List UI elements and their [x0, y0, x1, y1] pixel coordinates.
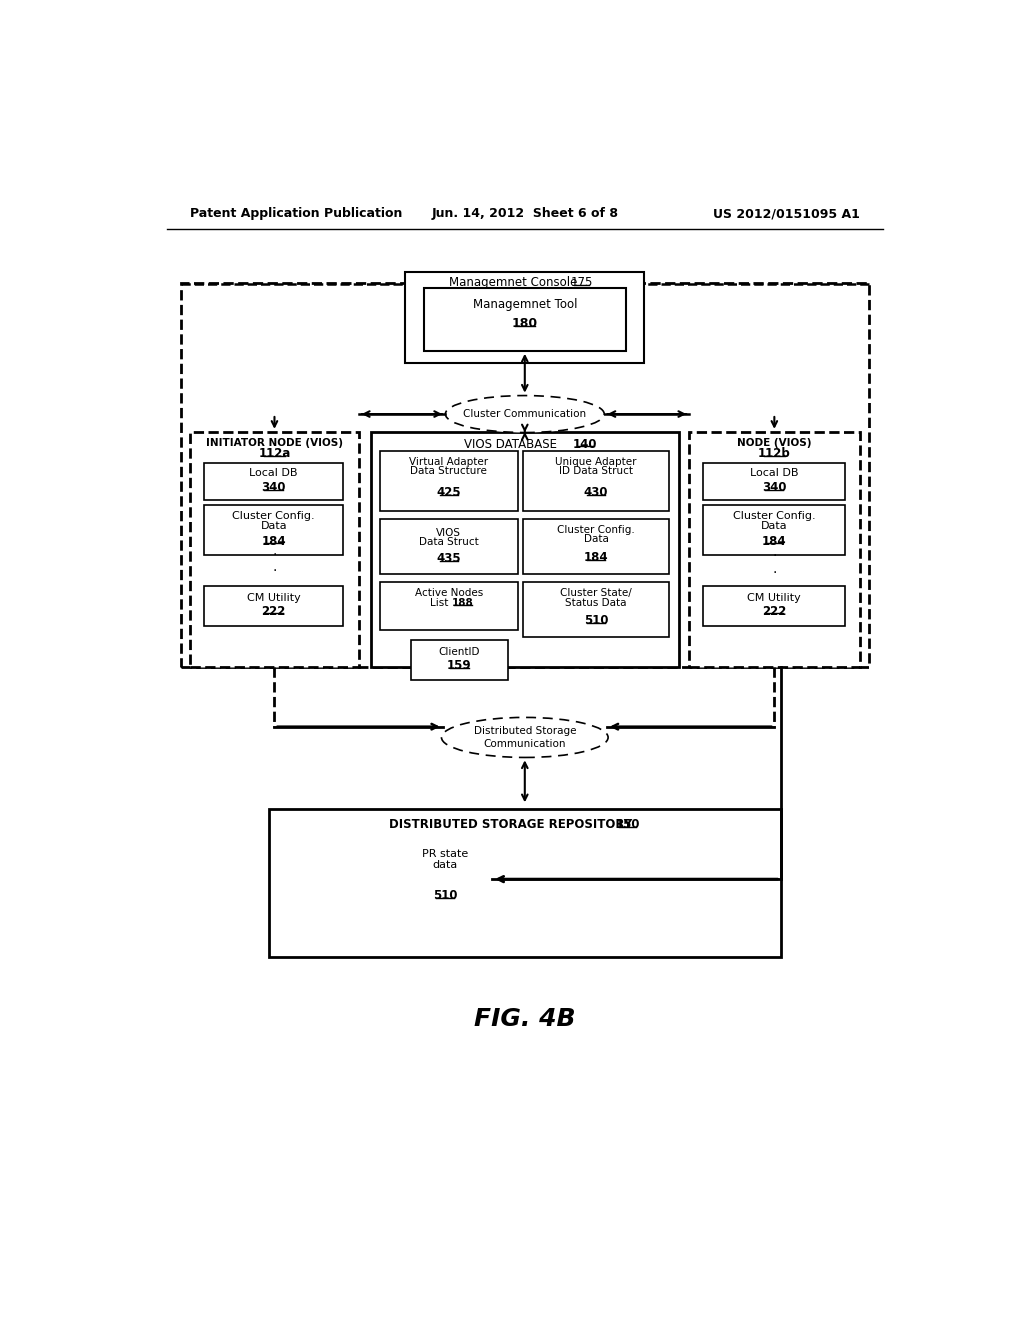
Text: 184: 184: [261, 535, 286, 548]
Text: 140: 140: [573, 437, 597, 450]
Bar: [523, 519, 669, 574]
Text: VIOS DATABASE: VIOS DATABASE: [464, 437, 557, 450]
Bar: [397, 838, 493, 921]
Text: Data Struct: Data Struct: [419, 537, 479, 546]
Text: 112b: 112b: [758, 446, 791, 459]
Text: List: List: [430, 598, 449, 607]
Text: Unique Adapter: Unique Adapter: [555, 457, 637, 467]
Text: 188: 188: [452, 598, 474, 607]
Bar: [703, 462, 845, 499]
Text: Cluster State/: Cluster State/: [560, 589, 632, 598]
Text: Cluster Communication: Cluster Communication: [463, 409, 587, 418]
Text: 159: 159: [447, 659, 472, 672]
Text: VIOS: VIOS: [436, 528, 462, 537]
Bar: [204, 506, 343, 554]
Text: Data: Data: [761, 520, 787, 531]
Bar: [380, 582, 518, 630]
Text: CM Utility: CM Utility: [748, 593, 801, 603]
Text: 184: 184: [584, 550, 608, 564]
Text: Local DB: Local DB: [750, 469, 799, 478]
Bar: [371, 432, 679, 667]
Text: Active Nodes: Active Nodes: [415, 589, 483, 598]
Bar: [180, 284, 869, 667]
Bar: [406, 272, 644, 363]
Text: data: data: [432, 861, 458, 870]
Text: 435: 435: [436, 552, 461, 565]
Ellipse shape: [445, 396, 604, 433]
Text: Managemnet Tool: Managemnet Tool: [472, 298, 578, 312]
Text: US 2012/0151095 A1: US 2012/0151095 A1: [713, 207, 859, 220]
Text: 150: 150: [615, 818, 640, 832]
Text: 340: 340: [261, 480, 286, 494]
Text: Data Structure: Data Structure: [411, 466, 487, 477]
Text: Data: Data: [260, 520, 287, 531]
Ellipse shape: [441, 718, 608, 758]
Text: ·
·
·: · · ·: [772, 533, 776, 579]
Text: INITIATOR NODE (VIOS): INITIATOR NODE (VIOS): [206, 437, 343, 447]
Bar: [269, 809, 780, 957]
Text: 510: 510: [584, 614, 608, 627]
Text: ClientID: ClientID: [438, 647, 480, 657]
Text: Local DB: Local DB: [250, 469, 298, 478]
Text: 180: 180: [512, 317, 538, 330]
Text: Managemnet Console: Managemnet Console: [449, 276, 578, 289]
Text: Jun. 14, 2012  Sheet 6 of 8: Jun. 14, 2012 Sheet 6 of 8: [431, 207, 618, 220]
Text: Patent Application Publication: Patent Application Publication: [190, 207, 402, 220]
Bar: [190, 432, 359, 667]
Text: Communication: Communication: [483, 739, 566, 748]
Bar: [523, 582, 669, 638]
Text: Cluster Config.: Cluster Config.: [732, 511, 815, 520]
Text: 112a: 112a: [258, 446, 291, 459]
Text: 340: 340: [762, 480, 786, 494]
Text: ·
·
·: · · ·: [272, 532, 276, 578]
Bar: [411, 640, 508, 680]
Text: 510: 510: [433, 888, 458, 902]
Text: ID Data Struct: ID Data Struct: [559, 466, 633, 477]
Text: Cluster Config.: Cluster Config.: [557, 524, 635, 535]
Text: 184: 184: [762, 535, 786, 548]
Text: DISTRIBUTED STORAGE REPOSITORY: DISTRIBUTED STORAGE REPOSITORY: [389, 818, 633, 832]
Bar: [204, 462, 343, 499]
Bar: [424, 288, 626, 351]
Bar: [523, 451, 669, 511]
Text: FIG. 4B: FIG. 4B: [474, 1007, 575, 1031]
Bar: [204, 586, 343, 626]
Text: Status Data: Status Data: [565, 598, 627, 607]
Bar: [380, 519, 518, 574]
Text: 425: 425: [436, 486, 461, 499]
Text: 222: 222: [762, 605, 786, 618]
Text: 430: 430: [584, 486, 608, 499]
Bar: [703, 506, 845, 554]
Text: Distributed Storage: Distributed Storage: [473, 726, 577, 737]
Text: NODE (VIOS): NODE (VIOS): [737, 437, 812, 447]
Text: Cluster Config.: Cluster Config.: [232, 511, 315, 520]
Text: CM Utility: CM Utility: [247, 593, 301, 603]
Text: 222: 222: [261, 605, 286, 618]
Text: Virtual Adapter: Virtual Adapter: [410, 457, 488, 467]
Text: PR state: PR state: [422, 850, 468, 859]
Text: 175: 175: [570, 276, 593, 289]
Bar: [689, 432, 859, 667]
Bar: [380, 451, 518, 511]
Text: Data: Data: [584, 533, 608, 544]
Bar: [703, 586, 845, 626]
